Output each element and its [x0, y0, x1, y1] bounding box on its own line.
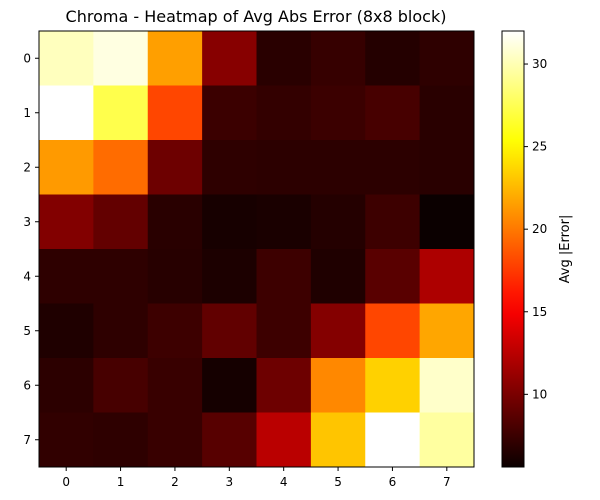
heatmap-cell [39, 85, 94, 141]
heatmap-cell [310, 194, 366, 250]
heatmap-cell [256, 412, 312, 468]
heatmap-cell [256, 303, 312, 359]
heatmap-cell [419, 194, 475, 250]
heatmap-cell [256, 358, 312, 413]
x-tick-label: 3 [225, 475, 233, 489]
colorbar-frame [501, 30, 525, 468]
heatmap-cell [39, 194, 94, 250]
colorbar-tick-label: 20 [532, 222, 547, 236]
heatmap-cell [93, 140, 149, 195]
y-tick-label: 7 [23, 433, 31, 447]
heatmap-cell [39, 358, 94, 413]
colorbar-tick-label: 30 [532, 57, 547, 71]
y-tick-label: 2 [23, 160, 31, 174]
y-tick-label: 0 [23, 51, 31, 65]
heatmap-cell [256, 140, 312, 195]
heatmap-cell [39, 249, 94, 304]
heatmap-cell [419, 412, 475, 468]
heatmap-cell [93, 31, 149, 86]
heatmap-cell [202, 358, 257, 413]
heatmap-cell [419, 140, 475, 195]
heatmap-cell [202, 140, 257, 195]
heatmap-cell [202, 31, 257, 86]
heatmap-cell [147, 303, 203, 359]
heatmap-cell [202, 249, 257, 304]
heatmap-cell [365, 358, 421, 413]
heatmap-cell [365, 85, 421, 141]
heatmap-cell [39, 31, 94, 86]
heatmap-cell [310, 412, 366, 468]
heatmap-cell [202, 85, 257, 141]
heatmap-cell [419, 85, 475, 141]
heatmap-cell [147, 194, 203, 250]
heatmap-cell [310, 31, 366, 86]
x-tick-label: 1 [117, 475, 125, 489]
heatmap-cell [147, 140, 203, 195]
heatmap-cell [256, 85, 312, 141]
heatmap-cell [93, 303, 149, 359]
heatmap-cell [419, 303, 475, 359]
heatmap-cell [310, 140, 366, 195]
x-tick-label: 2 [171, 475, 179, 489]
heatmap-cell [365, 140, 421, 195]
y-tick-label: 6 [23, 378, 31, 392]
heatmap-cell [202, 412, 257, 468]
colorbar [502, 31, 524, 467]
x-axis: 0 1 2 3 4 5 6 7 [62, 467, 451, 489]
y-tick-label: 1 [23, 106, 31, 120]
heatmap-cell [419, 358, 475, 413]
heatmap-cell [365, 303, 421, 359]
y-tick-label: 5 [23, 324, 31, 338]
colorbar-label: Avg |Error| [558, 215, 573, 284]
heatmap-cell [93, 412, 149, 468]
heatmap-cell [256, 31, 312, 86]
heatmap-cell [419, 249, 475, 304]
heatmap-cell [310, 303, 366, 359]
heatmap-cell [93, 85, 149, 141]
heatmap-cell [365, 249, 421, 304]
heatmap-cells [39, 31, 475, 468]
heatmap-cell [365, 31, 421, 86]
heatmap-cell [39, 303, 94, 359]
x-tick-label: 4 [280, 475, 288, 489]
heatmap-cell [310, 358, 366, 413]
y-axis: 0 1 2 3 4 5 6 7 [23, 51, 39, 447]
heatmap-cell [256, 194, 312, 250]
heatmap-cell [147, 249, 203, 304]
heatmap-cell [202, 194, 257, 250]
x-tick-label: 6 [389, 475, 397, 489]
colorbar-ticks: 10 15 20 25 30 [524, 57, 547, 401]
heatmap-cell [93, 249, 149, 304]
heatmap-cell [93, 194, 149, 250]
heatmap-cell [256, 249, 312, 304]
heatmap-cell [147, 85, 203, 141]
chart-title: Chroma - Heatmap of Avg Abs Error (8x8 b… [66, 7, 447, 26]
y-tick-label: 4 [23, 269, 31, 283]
heatmap-cell [39, 412, 94, 468]
colorbar-tick-label: 10 [532, 387, 547, 401]
colorbar-tick-label: 15 [532, 305, 547, 319]
heatmap-cell [147, 412, 203, 468]
heatmap-cell [365, 412, 421, 468]
heatmap-cell [365, 194, 421, 250]
heatmap-cell [39, 140, 94, 195]
heatmap-cell [147, 31, 203, 86]
heatmap-cell [310, 85, 366, 141]
heatmap-cell [147, 358, 203, 413]
heatmap-cell [202, 303, 257, 359]
plot-frame [38, 30, 475, 468]
x-tick-label: 5 [334, 475, 342, 489]
x-tick-label: 7 [443, 475, 451, 489]
heatmap-cell [93, 358, 149, 413]
colorbar-tick-label: 25 [532, 140, 547, 154]
x-tick-label: 0 [62, 475, 70, 489]
y-tick-label: 3 [23, 215, 31, 229]
heatmap-cell [419, 31, 475, 86]
heatmap-cell [310, 249, 366, 304]
